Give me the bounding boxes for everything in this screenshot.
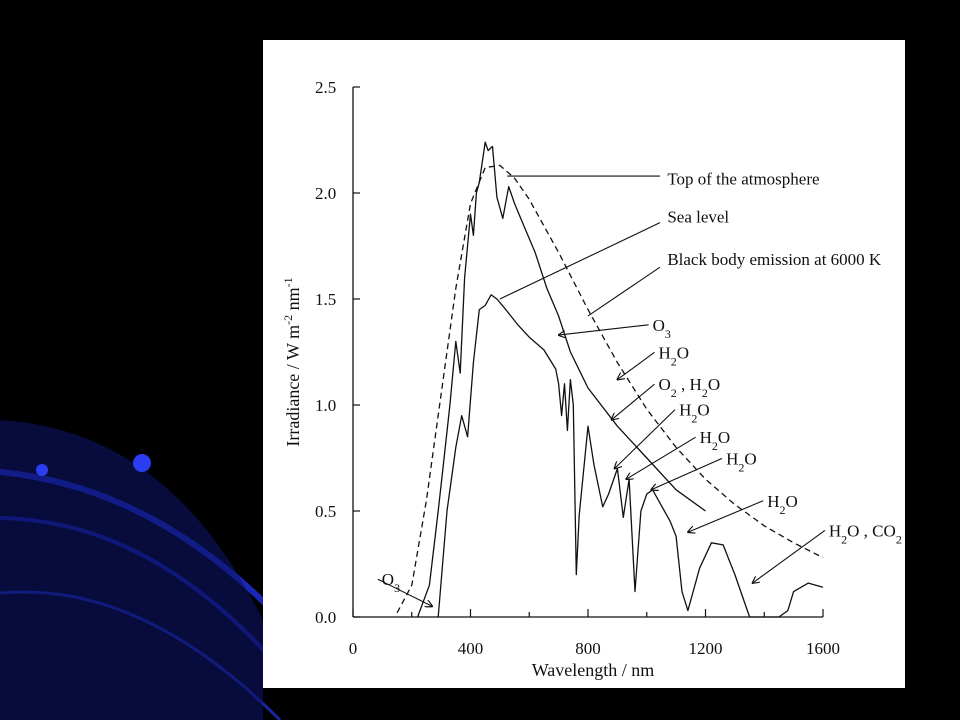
annotation-label-part: H — [726, 449, 738, 468]
annotation-label-part: 2 — [691, 412, 697, 426]
annotation-label-part: O — [659, 375, 671, 394]
annotation-label: O3 — [382, 570, 400, 595]
annotation-label-part: 2 — [738, 460, 744, 474]
spectral-irradiance-chart: 0.00.51.01.52.02.50 400 800 1200 1600 O3Top … — [281, 78, 902, 680]
annotation-label-part: 2 — [671, 386, 677, 400]
annotation-leader-line — [499, 222, 661, 300]
annotation-label-part: O — [653, 316, 665, 335]
axis-labels: Wavelength / nm Irradiance / W m-2 nm-1 — [281, 277, 654, 680]
y-tick-label: 2.0 — [315, 184, 336, 203]
annotation-arrow — [614, 409, 676, 469]
annotation-label: H2O , CO2 — [829, 521, 902, 546]
annotation-arrow — [612, 383, 655, 420]
y-axis-title-part: Irradiance / W m — [283, 325, 303, 447]
annotation-label-part: 3 — [394, 581, 400, 595]
annotation-label-part: 3 — [665, 327, 671, 341]
annotation-label: O2 , H2O — [659, 375, 721, 400]
annotation-arrow — [626, 436, 696, 479]
annotation-label: Top of the atmosphere — [667, 170, 819, 189]
annotation-label-part: H — [659, 343, 671, 362]
annotation-label-part: Sea level — [667, 208, 729, 227]
x-axis-title: Wavelength / nm — [532, 660, 655, 680]
y-axis-title-part: nm — [283, 287, 303, 315]
x-tick-label: 1600 — [806, 639, 840, 658]
annotation-label: O3 — [653, 316, 671, 341]
annotation-label: H2O — [659, 343, 690, 368]
axes: 0.0 0.5 1.0 1.5 2.0 2.5 0 400 800 1200 1600 — [315, 78, 840, 658]
y-tick-label: 1.5 — [315, 290, 336, 309]
series-layer — [396, 141, 824, 618]
y-tick-label: 1.0 — [315, 396, 336, 415]
annotation-arrow — [651, 457, 723, 489]
x-tick-label: 0 — [349, 639, 358, 658]
annotation-label-part: , H — [677, 375, 702, 394]
annotation-label-part: Top of the atmosphere — [667, 170, 819, 189]
y-tick-label: 0.5 — [315, 502, 336, 521]
annotation-label: Black body emission at 6000 K — [667, 250, 882, 269]
annotation-label-part: O — [744, 449, 756, 468]
annotation-arrow — [688, 500, 764, 532]
y-axis-title: Irradiance / W m-2 nm-1 — [281, 277, 303, 446]
annotation-arrow — [617, 351, 655, 379]
y-tick-label: 2.5 — [315, 78, 336, 97]
annotation-arrow — [753, 529, 826, 583]
series-line-1 — [416, 141, 706, 618]
decor-dot-1 — [133, 454, 151, 472]
annotation-label-part: H — [679, 401, 691, 420]
annotation-label-part: 2 — [712, 439, 718, 453]
annotation-label: Sea level — [667, 208, 729, 227]
annotation-label-part: H — [829, 521, 841, 540]
annotation-leader-line — [587, 266, 661, 317]
x-tick-label: 400 — [458, 639, 484, 658]
annotation-label-part: 2 — [779, 503, 785, 517]
annotation-label-part: O — [785, 492, 797, 511]
annotation-label-part: O — [697, 401, 709, 420]
annotation-label-part: 2 — [671, 354, 677, 368]
series-line-2 — [437, 294, 824, 618]
x-tick-label: 800 — [575, 639, 601, 658]
decor-dot-2 — [36, 464, 48, 476]
annotation-label-part: O , CO — [847, 521, 896, 540]
annotation-label-part: O — [718, 428, 730, 447]
annotation-label-part: 2 — [896, 532, 902, 546]
annotation-label-part: O — [382, 570, 394, 589]
y-tick-label: 0.0 — [315, 608, 336, 627]
annotation-label: H2O — [726, 449, 757, 474]
annotation-label-part: H — [700, 428, 712, 447]
y-axis-title-part: -1 — [281, 277, 295, 287]
x-tick-label: 1200 — [689, 639, 723, 658]
annotation-label-part: H — [767, 492, 779, 511]
annotation-label-part: O — [708, 375, 720, 394]
annotation-label-part: 2 — [702, 386, 708, 400]
y-axis-title-part: -2 — [281, 315, 295, 325]
annotation-label: H2O — [767, 492, 798, 517]
series-line-0 — [396, 164, 824, 614]
decor-glow — [0, 420, 263, 720]
annotation-label-part: Black body emission at 6000 K — [667, 250, 882, 269]
annotation-label-part: O — [677, 343, 689, 362]
annotation-arrow — [559, 324, 649, 335]
chart-figure: 0.0 0.5 1.0 1.5 2.0 2.5 0 400 800 1200 1600 O3 Top … — [263, 40, 905, 688]
annotation-label-part: 2 — [841, 532, 847, 546]
annotation-arrow — [377, 578, 433, 606]
annotation-label: H2O — [679, 401, 710, 426]
annotation-label: H2O — [700, 428, 731, 453]
